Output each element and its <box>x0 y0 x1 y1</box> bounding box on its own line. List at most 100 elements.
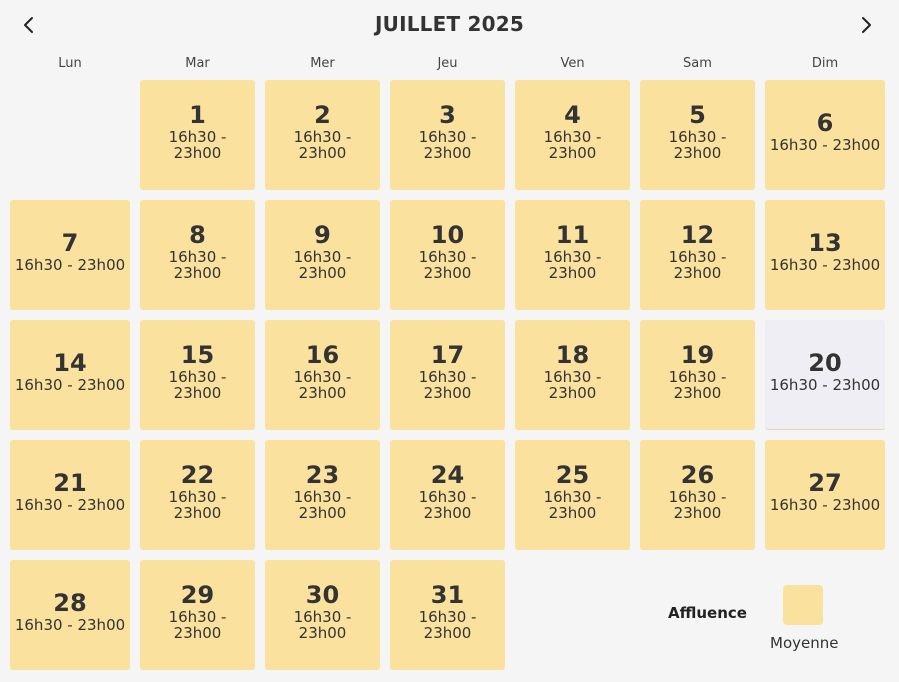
day-cell-17[interactable]: 17 16h30 - 23h00 <box>390 320 505 430</box>
day-number: 20 <box>808 349 842 377</box>
day-cell-22[interactable]: 22 16h30 - 23h00 <box>140 440 255 550</box>
month-title: JUILLET 2025 <box>375 12 524 36</box>
opening-hours: 16h30 - 23h00 <box>418 368 477 402</box>
day-number: 21 <box>53 469 87 497</box>
day-number: 18 <box>555 341 590 369</box>
chevron-left-icon <box>24 17 33 33</box>
opening-hours: 16h30 - 23h00 <box>168 248 227 282</box>
day-number: 4 <box>564 101 581 129</box>
opening-hours: 16h30 - 23h00 <box>418 608 477 642</box>
day-cell-2[interactable]: 2 16h30 - 23h00 <box>265 80 380 190</box>
day-number: 22 <box>180 461 215 489</box>
weekday-dim: Dim <box>811 56 839 71</box>
prev-month-button[interactable] <box>14 10 44 40</box>
opening-hours: 16h30 - 23h00 <box>543 488 602 522</box>
day-cell-8[interactable]: 8 16h30 - 23h00 <box>140 200 255 310</box>
opening-hours: 16h30 - 23h00 <box>168 368 227 402</box>
opening-hours: 16h30 - 23h00 <box>543 248 602 282</box>
day-number: 17 <box>430 341 465 369</box>
day-number: 16 <box>305 341 340 369</box>
day-cell-12[interactable]: 12 16h30 - 23h00 <box>640 200 755 310</box>
day-cell-25[interactable]: 25 16h30 - 23h00 <box>515 440 630 550</box>
day-cell-16[interactable]: 16 16h30 - 23h00 <box>265 320 380 430</box>
opening-hours: 16h30 - 23h00 <box>668 368 727 402</box>
day-number: 6 <box>816 109 834 137</box>
day-cell-15[interactable]: 15 16h30 - 23h00 <box>140 320 255 430</box>
day-cell-21[interactable]: 21 16h30 - 23h00 <box>10 440 130 550</box>
opening-hours: 16h30 - 23h00 <box>14 376 126 394</box>
day-cell-23[interactable]: 23 16h30 - 23h00 <box>265 440 380 550</box>
opening-hours: 16h30 - 23h00 <box>168 608 227 642</box>
day-cell-27[interactable]: 27 16h30 - 23h00 <box>765 440 885 550</box>
opening-hours: 16h30 - 23h00 <box>769 496 881 514</box>
weekday-ven: Ven <box>560 56 585 71</box>
weekday-lun: Lun <box>58 56 82 71</box>
day-number: 13 <box>808 229 842 257</box>
legend-label-moyenne: Moyenne <box>770 634 839 652</box>
day-cell-10[interactable]: 10 16h30 - 23h00 <box>390 200 505 310</box>
opening-hours: 16h30 - 23h00 <box>769 256 881 274</box>
day-number: 5 <box>689 101 706 129</box>
day-cell-18[interactable]: 18 16h30 - 23h00 <box>515 320 630 430</box>
day-cell-19[interactable]: 19 16h30 - 23h00 <box>640 320 755 430</box>
legend-swatch-moyenne <box>783 585 823 625</box>
day-number: 30 <box>305 581 340 609</box>
day-number: 15 <box>180 341 215 369</box>
day-cell-13[interactable]: 13 16h30 - 23h00 <box>765 200 885 310</box>
day-cell-5[interactable]: 5 16h30 - 23h00 <box>640 80 755 190</box>
opening-hours: 16h30 - 23h00 <box>418 248 477 282</box>
day-cell-9[interactable]: 9 16h30 - 23h00 <box>265 200 380 310</box>
opening-hours: 16h30 - 23h00 <box>293 608 352 642</box>
day-number: 27 <box>808 469 842 497</box>
day-number: 9 <box>314 221 331 249</box>
day-cell-7[interactable]: 7 16h30 - 23h00 <box>10 200 130 310</box>
day-number: 29 <box>180 581 215 609</box>
day-number: 24 <box>430 461 465 489</box>
day-number: 19 <box>680 341 715 369</box>
opening-hours: 16h30 - 23h00 <box>543 368 602 402</box>
day-number: 1 <box>189 101 206 129</box>
opening-hours: 16h30 - 23h00 <box>293 248 352 282</box>
day-number: 31 <box>430 581 465 609</box>
opening-hours: 16h30 - 23h00 <box>769 376 881 394</box>
opening-hours: 16h30 - 23h00 <box>769 136 881 154</box>
day-number: 3 <box>439 101 456 129</box>
day-number: 2 <box>314 101 331 129</box>
day-cell-28[interactable]: 28 16h30 - 23h00 <box>10 560 130 670</box>
opening-hours: 16h30 - 23h00 <box>168 488 227 522</box>
day-number: 7 <box>61 229 79 257</box>
day-number: 12 <box>680 221 715 249</box>
opening-hours: 16h30 - 23h00 <box>668 488 727 522</box>
day-cell-20[interactable]: 20 16h30 - 23h00 <box>765 320 885 430</box>
day-number: 25 <box>555 461 590 489</box>
opening-hours: 16h30 - 23h00 <box>293 368 352 402</box>
opening-hours: 16h30 - 23h00 <box>14 496 126 514</box>
day-number: 10 <box>430 221 465 249</box>
day-number: 14 <box>53 349 87 377</box>
opening-hours: 16h30 - 23h00 <box>418 488 477 522</box>
day-cell-26[interactable]: 26 16h30 - 23h00 <box>640 440 755 550</box>
opening-hours: 16h30 - 23h00 <box>418 128 477 162</box>
day-number: 23 <box>305 461 340 489</box>
day-cell-11[interactable]: 11 16h30 - 23h00 <box>515 200 630 310</box>
opening-hours: 16h30 - 23h00 <box>168 128 227 162</box>
legend-title: Affluence <box>668 604 747 622</box>
day-cell-24[interactable]: 24 16h30 - 23h00 <box>390 440 505 550</box>
day-cell-3[interactable]: 3 16h30 - 23h00 <box>390 80 505 190</box>
weekday-sam: Sam <box>683 56 712 71</box>
day-cell-6[interactable]: 6 16h30 - 23h00 <box>765 80 885 190</box>
opening-hours: 16h30 - 23h00 <box>543 128 602 162</box>
day-number: 8 <box>189 221 206 249</box>
day-cell-31[interactable]: 31 16h30 - 23h00 <box>390 560 505 670</box>
next-month-button[interactable] <box>851 10 881 40</box>
chevron-right-icon <box>862 17 871 33</box>
day-cell-4[interactable]: 4 16h30 - 23h00 <box>515 80 630 190</box>
day-cell-14[interactable]: 14 16h30 - 23h00 <box>10 320 130 430</box>
weekday-jeu: Jeu <box>437 56 458 71</box>
day-cell-1[interactable]: 1 16h30 - 23h00 <box>140 80 255 190</box>
day-cell-29[interactable]: 29 16h30 - 23h00 <box>140 560 255 670</box>
opening-hours: 16h30 - 23h00 <box>668 248 727 282</box>
day-cell-30[interactable]: 30 16h30 - 23h00 <box>265 560 380 670</box>
opening-hours: 16h30 - 23h00 <box>14 616 126 634</box>
